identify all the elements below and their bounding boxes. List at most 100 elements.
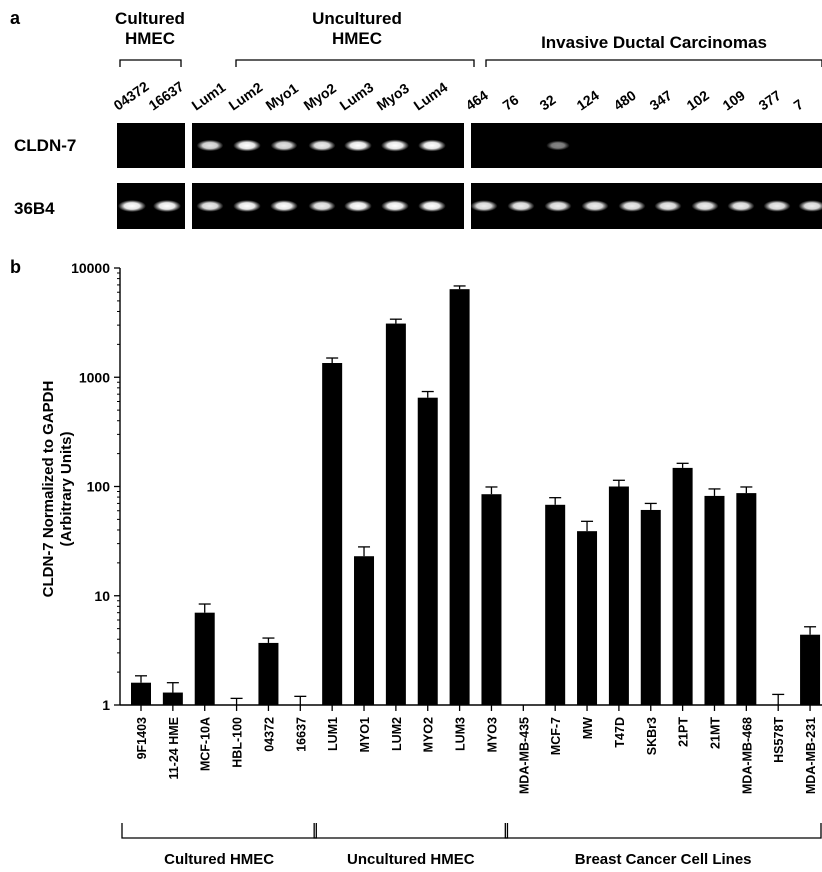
x-tick-label: MCF-7 [549,717,563,755]
gel-lane-label: 464 [463,87,491,114]
gel-band [727,200,755,212]
gel-group-label: HMEC [125,29,175,48]
gel-band [344,139,372,152]
x-tick-label: HBL-100 [231,717,245,768]
bar [640,509,661,705]
y-axis-title-line-1: CLDN-7 Normalized to GAPDH [40,381,57,598]
gel-lane-label: Myo3 [374,80,413,114]
group-bracket [313,823,509,839]
bar [672,467,693,705]
bar [417,397,438,705]
gel-block [117,123,185,168]
x-tick-label: 11-24 HME [167,717,181,780]
gel-band [654,200,682,212]
gel-band [196,200,224,212]
gel-lane-label: 347 [647,87,675,114]
x-tick-label: 04372 [262,717,276,752]
gel-band [308,200,336,212]
x-tick-label: MW [581,717,595,739]
gel-lane-label: 102 [684,87,712,114]
gel-band [470,200,498,212]
panel-a-letter: a [10,8,21,28]
gel-band [381,139,409,152]
group-bracket [121,823,317,839]
gel-lane-label: 16637 [146,78,187,114]
gel-lane-label: Lum2 [226,79,266,114]
bar [131,682,151,705]
gel-band [233,139,261,152]
bar [800,634,821,705]
gel-band [308,139,336,152]
bar [258,642,279,705]
x-tick-label: HS578T [772,717,786,763]
bar [385,323,406,705]
gel-group-bracket [235,59,475,67]
gel-lane-label: Myo2 [301,80,340,114]
x-tick-label: 16637 [294,717,308,752]
gel-band [418,200,446,212]
panel-b-letter: b [10,257,21,277]
bar [608,486,629,705]
bar [736,493,757,705]
gel-group-label: Invasive Ductal Carcinomas [541,33,767,52]
x-tick-label: T47D [613,717,627,748]
y-tick-label: 1 [102,697,110,713]
gel-blocks [117,123,822,229]
gel-band [344,200,372,212]
gel-band [507,200,535,212]
y-tick-label: 100 [87,479,111,495]
bar [577,531,598,705]
panel-b-bar-chart: b 1 10 100 1000 10000 9F1403 11-24 HME MCF-10A… [10,257,822,868]
gel-band [546,140,570,151]
x-tick-label: LUM2 [390,717,404,751]
gel-group-bracket [119,59,182,67]
x-tick-label: MYO2 [422,717,436,752]
gel-band [581,200,609,212]
gel-band [196,139,224,152]
x-tick-label: 21PT [677,717,691,747]
gel-band [618,200,646,212]
x-tick-label: MDA-MB-468 [740,717,754,794]
gel-band [381,200,409,212]
gel-lane-label: 76 [500,91,522,113]
gel-lane-label: 04372 [111,78,152,114]
x-tick-labels: 9F1403 11-24 HME MCF-10A HBL-100 04372 16637 L… [135,705,818,794]
x-tick-label: LUM3 [454,717,468,751]
gel-lane-label: Lum3 [337,79,377,114]
y-axis-title: CLDN-7 Normalized to GAPDH (Arbitrary Un… [40,381,75,598]
gel-lane-label: Lum4 [411,79,451,114]
bar [162,692,183,705]
bar [481,494,502,705]
gel-lane-label: 7 [791,96,807,114]
x-tick-label: MYO3 [485,717,499,752]
x-tick-label: MDA-MB-231 [804,717,818,794]
gel-block [471,123,822,168]
y-tick-label: 10000 [71,260,110,276]
group-label: Cultured HMEC [164,851,274,868]
y-axis-title-line-2: (Arbitrary Units) [58,431,75,546]
gel-lane-label: 480 [611,87,639,114]
gel-band [233,200,261,212]
gel-band [691,200,719,212]
gel-band [270,139,298,152]
gel-band [270,200,298,212]
group-bracket [504,823,822,839]
gel-group-label: Cultured [115,9,185,28]
x-tick-label: LUM1 [326,717,340,751]
x-tick-label: SKBr3 [645,717,659,755]
gel-row-label-36b4: 36B4 [14,199,55,218]
gel-group-bracket [485,59,822,67]
bar [194,612,215,705]
group-label: Uncultured HMEC [347,851,475,868]
bar [322,363,343,705]
x-tick-label: 9F1403 [135,717,149,759]
x-tick-label: MCF-10A [199,717,213,771]
bar [704,495,725,705]
gel-band [798,200,822,212]
gel-band [544,200,572,212]
group-label: Breast Cancer Cell Lines [575,851,752,868]
